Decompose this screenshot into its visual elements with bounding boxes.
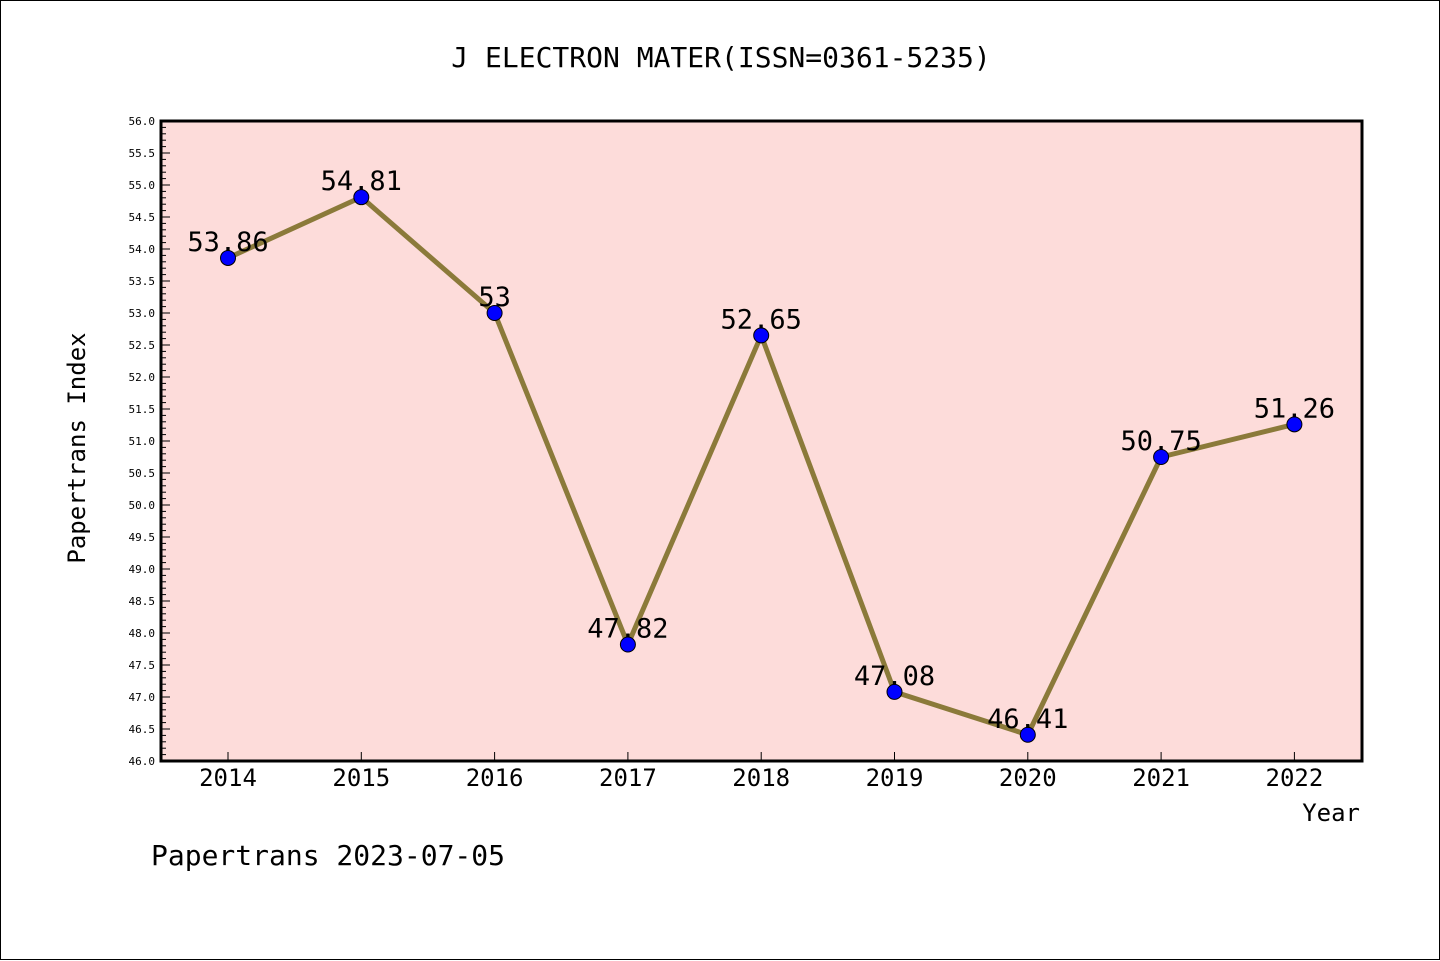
x-axis: 2014 2015 2016 2017 2018 2019 2020 2021 2022 bbox=[199, 752, 1323, 792]
data-label: 50.75 bbox=[1120, 426, 1201, 457]
y-tick-label: 52.0 bbox=[129, 371, 156, 384]
plot-area bbox=[161, 121, 1362, 761]
x-tick-label: 2022 bbox=[1266, 764, 1324, 792]
data-label: 52.65 bbox=[721, 304, 802, 335]
data-label: 47.08 bbox=[854, 661, 935, 692]
y-tick-label: 48.0 bbox=[129, 627, 156, 640]
y-tick-label: 55.5 bbox=[129, 147, 156, 160]
data-label: 54.81 bbox=[321, 166, 402, 197]
y-tick-label: 46.0 bbox=[129, 755, 156, 768]
x-tick-label: 2018 bbox=[732, 764, 790, 792]
plot-border bbox=[159, 119, 1364, 763]
x-tick-label: 2017 bbox=[599, 764, 657, 792]
y-tick-label: 56.0 bbox=[129, 115, 156, 128]
data-point bbox=[619, 636, 636, 653]
y-tick-label: 50.5 bbox=[129, 467, 156, 480]
y-tick-label: 48.5 bbox=[129, 595, 156, 608]
y-tick-label: 50.0 bbox=[129, 499, 156, 512]
data-label: 53.86 bbox=[187, 227, 268, 258]
data-point bbox=[486, 305, 503, 321]
data-point bbox=[886, 683, 903, 700]
y-tick-label: 47.5 bbox=[129, 659, 156, 672]
data-point bbox=[1286, 416, 1303, 433]
y-axis-label: Papertrans Index bbox=[63, 332, 91, 563]
x-tick-label: 2015 bbox=[332, 764, 390, 792]
y-tick-label: 54.5 bbox=[129, 211, 156, 224]
data-point bbox=[353, 189, 370, 206]
y-tick-label: 55.0 bbox=[129, 179, 156, 192]
data-label-group: 53.86 54.81 53 47.82 52.65 47.08 46.41 50.75 51.… bbox=[187, 166, 1335, 735]
y-tick-label: 53.0 bbox=[129, 307, 156, 320]
x-tick-label: 2019 bbox=[866, 764, 924, 792]
y-tick-label: 46.5 bbox=[129, 723, 156, 736]
y-tick-label: 49.5 bbox=[129, 531, 156, 544]
data-point bbox=[753, 327, 770, 344]
y-axis: 46.0 46.5 47.0 47.5 48.0 48.5 49.0 49.5 50.0 50.5… bbox=[129, 115, 170, 768]
data-label: 51.26 bbox=[1254, 393, 1335, 424]
y-tick-label: 49.0 bbox=[129, 563, 156, 576]
x-tick-label: 2021 bbox=[1132, 764, 1190, 792]
x-tick-label: 2020 bbox=[999, 764, 1057, 792]
x-tick-label: 2014 bbox=[199, 764, 257, 792]
data-point bbox=[1153, 449, 1170, 465]
data-point bbox=[220, 249, 236, 266]
data-label: 47.82 bbox=[587, 614, 668, 645]
y-tick-label: 51.5 bbox=[129, 403, 156, 416]
y-tick-label: 54.0 bbox=[129, 243, 156, 256]
data-label: 53 bbox=[478, 282, 511, 313]
chart-title: J ELECTRON MATER(ISSN=0361-5235) bbox=[451, 41, 990, 74]
x-axis-label: Year bbox=[1302, 799, 1360, 827]
series-line-group bbox=[220, 189, 1303, 743]
footer-note: Papertrans 2023-07-05 bbox=[151, 839, 505, 872]
data-label: 46.41 bbox=[987, 704, 1068, 735]
y-tick-label: 52.5 bbox=[129, 339, 156, 352]
x-tick-label: 2016 bbox=[466, 764, 524, 792]
y-tick-label: 51.0 bbox=[129, 435, 156, 448]
y-tick-label: 47.0 bbox=[129, 691, 156, 704]
data-point bbox=[1019, 726, 1036, 743]
y-tick-label: 53.5 bbox=[129, 275, 156, 288]
